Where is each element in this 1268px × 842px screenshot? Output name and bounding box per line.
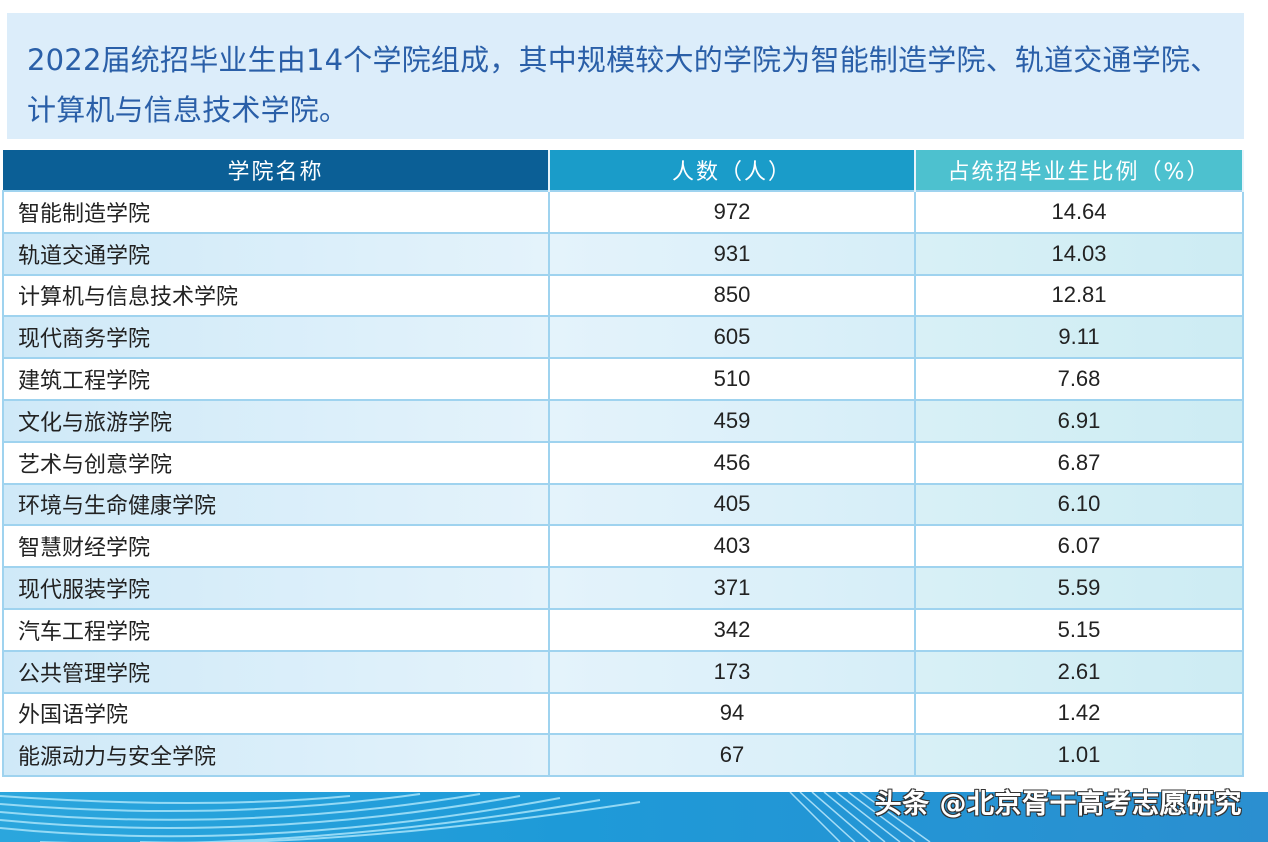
college-name: 外国语学院: [2, 691, 550, 736]
college-ratio: 5.15: [914, 607, 1244, 652]
college-ratio: 7.68: [914, 357, 1244, 401]
table-row: 现代商务学院 605 9.11: [2, 315, 1244, 360]
college-name: 智能制造学院: [2, 190, 550, 234]
table-row: 艺术与创意学院 456 6.87: [2, 440, 1244, 485]
table-row: 文化与旅游学院 459 6.91: [2, 398, 1244, 443]
college-name: 计算机与信息技术学院: [2, 273, 550, 318]
college-count: 342: [548, 607, 916, 652]
college-ratio: 6.87: [914, 440, 1244, 485]
college-count: 972: [548, 190, 916, 234]
college-name: 智慧财经学院: [2, 524, 550, 569]
college-name: 文化与旅游学院: [2, 398, 550, 443]
watermark-text: 头条 @北京胥干高考志愿研究: [874, 789, 1242, 820]
college-count: 173: [548, 649, 916, 694]
intro-box: 2022届统招毕业生由14个学院组成，其中规模较大的学院为智能制造学院、轨道交通…: [7, 13, 1244, 139]
college-name: 现代商务学院: [2, 315, 550, 360]
college-ratio: 9.11: [914, 315, 1244, 360]
college-count: 371: [548, 566, 916, 610]
college-name: 轨道交通学院: [2, 231, 550, 276]
table-row: 现代服装学院 371 5.59: [2, 566, 1244, 610]
intro-text: 2022届统招毕业生由14个学院组成，其中规模较大的学院为智能制造学院、轨道交通…: [27, 43, 1220, 127]
college-count: 510: [548, 357, 916, 401]
header-count: 人数（人）: [549, 150, 916, 191]
college-count: 403: [548, 524, 916, 569]
college-ratio: 6.07: [914, 524, 1244, 569]
table-row: 建筑工程学院 510 7.68: [2, 357, 1244, 401]
college-ratio: 12.81: [914, 273, 1244, 318]
college-name: 公共管理学院: [2, 649, 550, 694]
college-count: 931: [548, 231, 916, 276]
college-count: 850: [548, 273, 916, 318]
table-row: 外国语学院 94 1.42: [2, 691, 1244, 736]
table-row: 轨道交通学院 931 14.03: [2, 231, 1244, 276]
college-name: 汽车工程学院: [2, 607, 550, 652]
college-name: 艺术与创意学院: [2, 440, 550, 485]
table-header-row: 学院名称 人数（人） 占统招毕业生比例（%）: [3, 150, 1244, 191]
header-college-name: 学院名称: [3, 150, 550, 191]
college-ratio: 2.61: [914, 649, 1244, 694]
college-ratio: 1.01: [914, 733, 1244, 778]
table-row: 公共管理学院 173 2.61: [2, 649, 1244, 694]
college-count: 456: [548, 440, 916, 485]
college-name: 能源动力与安全学院: [2, 733, 550, 778]
table-row: 汽车工程学院 342 5.15: [2, 607, 1244, 652]
college-count: 67: [548, 733, 916, 778]
college-name: 建筑工程学院: [2, 357, 550, 401]
college-ratio: 5.59: [914, 566, 1244, 610]
table-row: 计算机与信息技术学院 850 12.81: [2, 273, 1244, 318]
table-row: 智能制造学院 972 14.64: [2, 190, 1244, 234]
college-name: 环境与生命健康学院: [2, 482, 550, 527]
table-row: 环境与生命健康学院 405 6.10: [2, 482, 1244, 527]
college-count: 605: [548, 315, 916, 360]
college-count: 405: [548, 482, 916, 527]
table-row: 智慧财经学院 403 6.07: [2, 524, 1244, 569]
college-ratio: 1.42: [914, 691, 1244, 736]
header-ratio: 占统招毕业生比例（%）: [915, 150, 1244, 191]
college-ratio: 6.10: [914, 482, 1244, 527]
college-ratio: 6.91: [914, 398, 1244, 443]
decorative-footer-band: [0, 792, 1268, 842]
table-row: 能源动力与安全学院 67 1.01: [2, 733, 1244, 778]
college-count: 94: [548, 691, 916, 736]
college-ratio: 14.03: [914, 231, 1244, 276]
college-name: 现代服装学院: [2, 566, 550, 610]
college-count: 459: [548, 398, 916, 443]
wave-lines-decoration: [0, 792, 931, 842]
college-table: 学院名称 人数（人） 占统招毕业生比例（%） 智能制造学院 972 14.64 …: [2, 150, 1244, 778]
college-ratio: 14.64: [914, 190, 1244, 234]
